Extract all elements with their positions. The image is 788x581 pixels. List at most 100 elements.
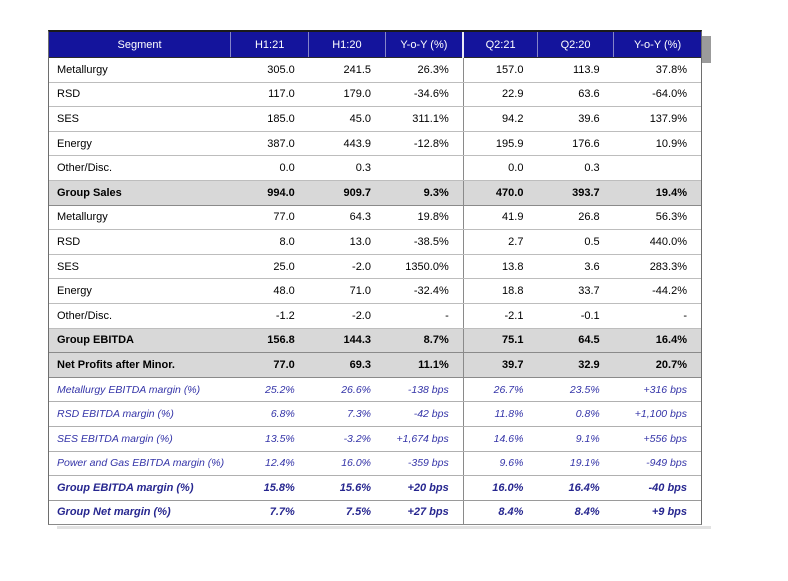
value-cell bbox=[613, 155, 701, 181]
value-cell: 994.0 bbox=[230, 179, 309, 206]
segment-label: Group EBITDA bbox=[49, 327, 231, 354]
value-cell: -42 bps bbox=[385, 401, 464, 427]
segment-label: Other/Disc. bbox=[49, 155, 231, 181]
header-row: Segment H1:21 H1:20 Y-o-Y (%) Q2:21 Q2:20 Y-o-… bbox=[49, 32, 701, 58]
value-cell: 11.8% bbox=[463, 401, 538, 427]
value-cell: +9 bps bbox=[613, 499, 701, 525]
value-cell: - bbox=[613, 303, 701, 329]
segment-label: RSD EBITDA margin (%) bbox=[49, 401, 231, 427]
value-cell: 10.9% bbox=[613, 131, 701, 157]
column-header: H1:21 bbox=[230, 32, 310, 58]
value-cell: 7.3% bbox=[308, 401, 385, 427]
value-cell: 0.3 bbox=[537, 155, 614, 181]
table-row: SES 25.0 -2.0 1350.0% 13.8 3.6 283.3% bbox=[49, 254, 701, 280]
segment-label: RSD bbox=[49, 229, 231, 255]
table-row: RSD 8.0 13.0 -38.5% 2.7 0.5 440.0% bbox=[49, 229, 701, 255]
value-cell: +1,100 bps bbox=[613, 401, 701, 427]
value-cell: 37.8% bbox=[613, 57, 701, 83]
table-row: Metallurgy EBITDA margin (%) 25.2% 26.6% -1… bbox=[49, 377, 701, 403]
segment-label: Power and Gas EBITDA margin (%) bbox=[49, 451, 231, 477]
table-row: Metallurgy 77.0 64.3 19.8% 41.9 26.8 56.3% bbox=[49, 205, 701, 231]
value-cell: 14.6% bbox=[463, 426, 538, 452]
table-row: SES EBITDA margin (%) 13.5% -3.2% +1,674 bp… bbox=[49, 426, 701, 452]
segment-label: Group Sales bbox=[49, 179, 231, 206]
column-header: Y-o-Y (%) bbox=[613, 32, 701, 58]
table-row: Net Profits after Minor. 77.0 69.3 11.1% 39.… bbox=[49, 352, 701, 378]
value-cell: 77.0 bbox=[230, 352, 309, 378]
value-cell: 176.6 bbox=[537, 131, 614, 157]
value-cell: -32.4% bbox=[385, 278, 464, 304]
table-row: Other/Disc. -1.2 -2.0- -2.1 -0.1- bbox=[49, 303, 701, 329]
value-cell: 23.5% bbox=[537, 377, 614, 403]
value-cell: 64.3 bbox=[308, 205, 385, 231]
table-row: Group EBITDA margin (%) 15.8% 15.6% +20 bps… bbox=[49, 475, 701, 501]
table-row: Group Sales 994.0 909.7 9.3% 470.0 393.7 19.4% bbox=[49, 179, 701, 206]
value-cell: 12.4% bbox=[230, 451, 309, 477]
column-header: H1:20 bbox=[308, 32, 386, 58]
header-drop-shadow bbox=[702, 36, 711, 63]
value-cell: 8.4% bbox=[463, 499, 538, 525]
value-cell: 64.5 bbox=[537, 327, 614, 354]
value-cell: 22.9 bbox=[463, 82, 538, 108]
value-cell: 0.0 bbox=[463, 155, 538, 181]
value-cell: 13.8 bbox=[463, 254, 538, 280]
value-cell: 26.6% bbox=[308, 377, 385, 403]
value-cell: 443.9 bbox=[308, 131, 385, 157]
value-cell: 39.6 bbox=[537, 106, 614, 132]
value-cell: 16.4% bbox=[613, 327, 701, 354]
segment-label: Metallurgy bbox=[49, 205, 231, 231]
table-row: RSD 117.0 179.0 -34.6% 22.9 63.6 -64.0% bbox=[49, 82, 701, 108]
value-cell: 32.9 bbox=[537, 352, 614, 378]
value-cell: 20.7% bbox=[613, 352, 701, 378]
segment-label: Group EBITDA margin (%) bbox=[49, 475, 231, 501]
value-cell: 13.5% bbox=[230, 426, 309, 452]
value-cell: -64.0% bbox=[613, 82, 701, 108]
value-cell: 16.0% bbox=[308, 451, 385, 477]
value-cell: 26.7% bbox=[463, 377, 538, 403]
value-cell: -138 bps bbox=[385, 377, 464, 403]
value-cell: 7.5% bbox=[308, 499, 385, 525]
segment-label: Other/Disc. bbox=[49, 303, 231, 329]
value-cell: 15.6% bbox=[308, 475, 385, 501]
column-header: Segment bbox=[49, 32, 232, 58]
table-header: Segment H1:21 H1:20 Y-o-Y (%) Q2:21 Q2:20 Y-o-… bbox=[49, 32, 701, 58]
value-cell: 0.5 bbox=[537, 229, 614, 255]
value-cell: 6.8% bbox=[230, 401, 309, 427]
value-cell: 241.5 bbox=[308, 57, 385, 83]
segment-label: Energy bbox=[49, 131, 231, 157]
table-drop-shadow bbox=[57, 526, 711, 530]
column-header: Y-o-Y (%) bbox=[385, 32, 465, 58]
segment-label: SES bbox=[49, 254, 231, 280]
value-cell: 56.3% bbox=[613, 205, 701, 231]
segment-label: Net Profits after Minor. bbox=[49, 352, 231, 378]
value-cell: 33.7 bbox=[537, 278, 614, 304]
value-cell: 16.0% bbox=[463, 475, 538, 501]
value-cell: 63.6 bbox=[537, 82, 614, 108]
value-cell: 144.3 bbox=[308, 327, 385, 354]
value-cell: -0.1 bbox=[537, 303, 614, 329]
segment-label: SES bbox=[49, 106, 231, 132]
value-cell: 909.7 bbox=[308, 179, 385, 206]
value-cell: 1350.0% bbox=[385, 254, 464, 280]
value-cell: 157.0 bbox=[463, 57, 538, 83]
value-cell: -2.0 bbox=[308, 254, 385, 280]
value-cell: 71.0 bbox=[308, 278, 385, 304]
value-cell: 15.8% bbox=[230, 475, 309, 501]
table-row: Power and Gas EBITDA margin (%) 12.4% 16.0… bbox=[49, 451, 701, 477]
value-cell: -2.0 bbox=[308, 303, 385, 329]
value-cell: -44.2% bbox=[613, 278, 701, 304]
value-cell: 179.0 bbox=[308, 82, 385, 108]
value-cell: 0.0 bbox=[230, 155, 309, 181]
value-cell: 45.0 bbox=[308, 106, 385, 132]
value-cell: 41.9 bbox=[463, 205, 538, 231]
data-table: Segment H1:21 H1:20 Y-o-Y (%) Q2:21 Q2:20 Y-o-… bbox=[49, 32, 701, 525]
value-cell bbox=[385, 155, 464, 181]
table-row: Other/Disc. 0.0 0.3 0.0 0.3 bbox=[49, 155, 701, 181]
value-cell: 185.0 bbox=[230, 106, 309, 132]
segment-results-table: Segment H1:21 H1:20 Y-o-Y (%) Q2:21 Q2:20 Y-o-… bbox=[48, 30, 711, 530]
value-cell: 8.0 bbox=[230, 229, 309, 255]
value-cell: 8.4% bbox=[537, 499, 614, 525]
value-cell: +1,674 bps bbox=[385, 426, 464, 452]
table-row: Energy 387.0 443.9 -12.8% 195.9 176.6 10.9% bbox=[49, 131, 701, 157]
